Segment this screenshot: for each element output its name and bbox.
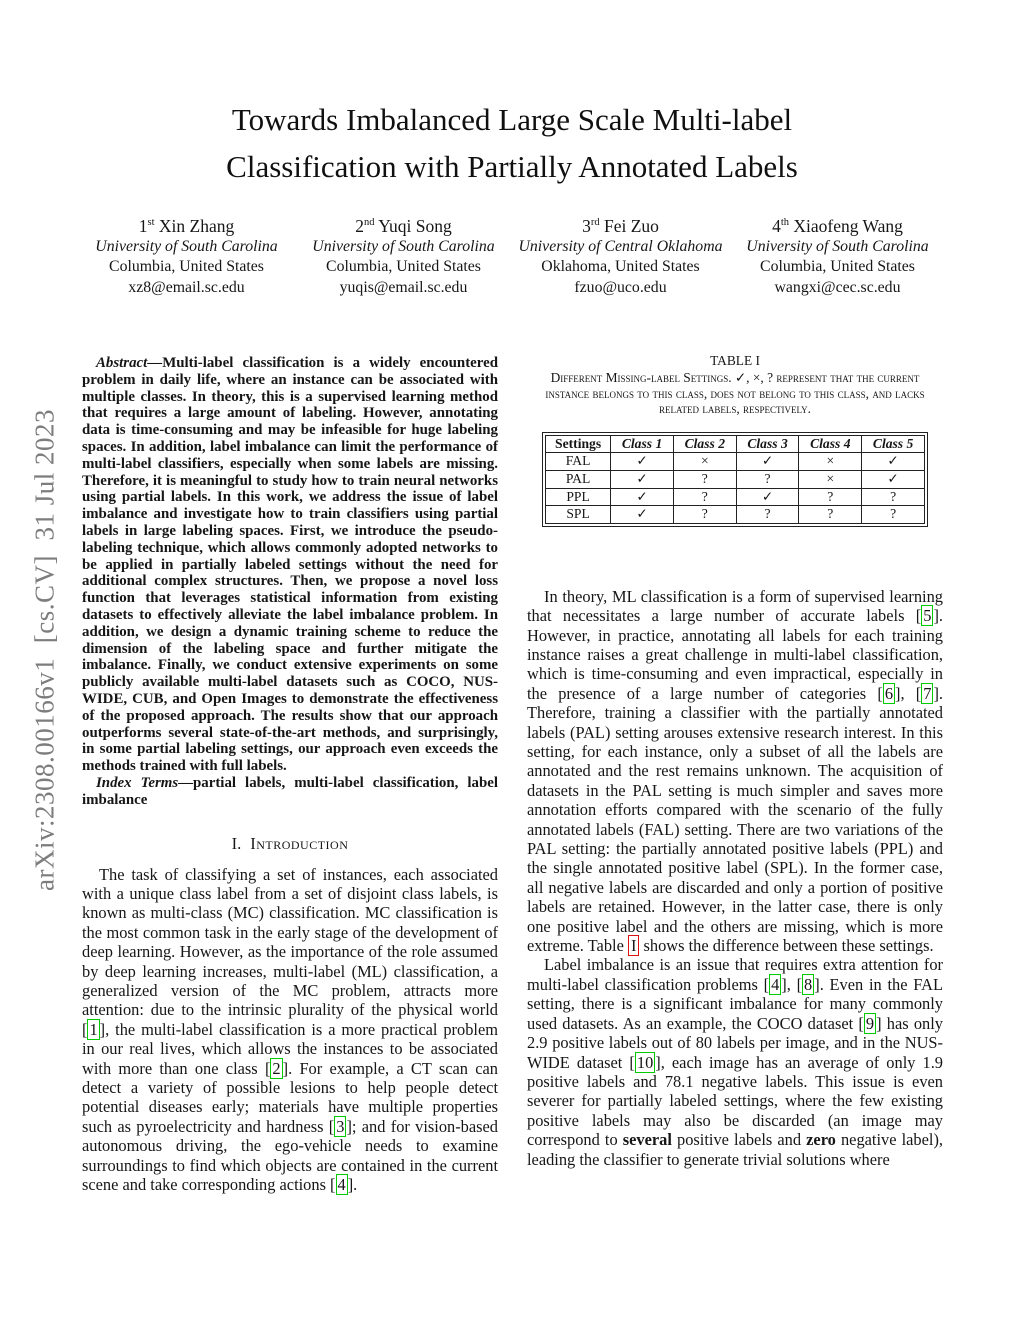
cell: ? (861, 505, 925, 524)
table-1: TABLE I Different Missing-label Settings… (527, 353, 943, 527)
abstract-paragraph: Abstract—Multi-label classification is a… (82, 355, 498, 775)
cell: ? (672, 487, 737, 507)
right-paragraph-1: In theory, ML classification is a form o… (527, 586, 943, 957)
author-email: xz8@email.sc.edu (128, 278, 245, 296)
author-name: 3rd Fei Zuo (582, 215, 659, 236)
cell: ✓ (610, 487, 674, 507)
cell: ? (798, 505, 863, 524)
intro-paragraph: The task of classifying a set of instanc… (82, 864, 498, 1196)
citation-link[interactable]: 3 (334, 1115, 347, 1137)
citation-link[interactable]: 8 (802, 973, 815, 995)
cell: ? (861, 487, 925, 507)
cell: ✓ (861, 469, 925, 489)
cell: ✓ (610, 505, 674, 524)
section-heading-introduction: I. Introduction (82, 834, 498, 854)
citation-link[interactable]: 2 (270, 1057, 283, 1079)
author-location: Columbia, United States (109, 258, 264, 276)
abstract-text: —Multi-label classification is a widely … (82, 355, 498, 775)
cell: × (672, 452, 737, 471)
cell: × (798, 469, 863, 489)
setting-label: SPL (544, 505, 612, 524)
col-header-settings: Settings (544, 434, 612, 454)
left-column: Abstract—Multi-label classification is a… (82, 355, 498, 1196)
arxiv-watermark: arXiv:2308.00166v1 [cs.CV] 31 Jul 2023 (29, 409, 60, 891)
author-name: 2nd Yuqi Song (355, 215, 452, 236)
author-name: 1st Xin Zhang (138, 215, 235, 236)
author-block-3: 3rd Fei Zuo University of Central Oklaho… (512, 212, 729, 298)
cell: ✓ (735, 452, 800, 471)
author-block-1: 1st Xin Zhang University of South Caroli… (78, 212, 295, 298)
table-row-ppl: PPL ✓ ? ✓ ? ? (544, 487, 925, 507)
setting-label: FAL (544, 452, 612, 471)
table-frame: Settings Class 1 Class 2 Class 3 Class 4… (542, 431, 928, 527)
author-location: Columbia, United States (326, 258, 481, 276)
abstract-label: Abstract (96, 355, 148, 371)
citation-link[interactable]: 9 (863, 1012, 877, 1034)
citation-link[interactable]: 4 (335, 1174, 348, 1196)
paper-title-line-1: Towards Imbalanced Large Scale Multi-lab… (231, 102, 793, 137)
cell: ✓ (610, 469, 674, 489)
citation-link[interactable]: 1 (87, 1018, 100, 1040)
author-block-2: 2nd Yuqi Song University of South Caroli… (295, 212, 512, 298)
author-affiliation: University of Central Oklahoma (518, 237, 723, 255)
right-column: TABLE I Different Missing-label Settings… (527, 353, 943, 1169)
citation-link[interactable]: 4 (769, 973, 782, 995)
cell: ✓ (861, 452, 925, 471)
col-header-class2: Class 2 (672, 434, 737, 454)
table-row-spl: SPL ✓ ? ? ? ? (544, 505, 925, 524)
cell: ? (672, 505, 737, 524)
table-row-fal: FAL ✓ × ✓ × ✓ (544, 452, 925, 471)
author-affiliation: University of South Carolina (95, 237, 278, 255)
col-header-class4: Class 4 (798, 434, 863, 454)
author-name: 4th Xiaofeng Wang (772, 215, 903, 236)
cell: ? (735, 469, 800, 489)
index-terms-text: —partial labels, multi-label classificat… (82, 774, 498, 808)
table-row-pal: PAL ✓ ? ? × ✓ (544, 469, 925, 489)
col-header-class3: Class 3 (735, 434, 800, 454)
setting-label: PAL (544, 469, 612, 489)
missing-label-settings-table: Settings Class 1 Class 2 Class 3 Class 4… (544, 434, 925, 524)
author-email: yuqis@email.sc.edu (339, 278, 468, 296)
section-number: I. (231, 833, 242, 853)
index-terms-label: Index Terms (96, 774, 179, 791)
col-header-class5: Class 5 (861, 434, 925, 454)
table-label: TABLE I (710, 353, 760, 368)
cell: ? (735, 505, 800, 524)
cell: ✓ (735, 487, 800, 507)
author-location: Columbia, United States (760, 258, 915, 276)
paper-title-line-2: Classification with Partially Annotated … (226, 149, 798, 184)
author-block-4: 4th Xiaofeng Wang University of South Ca… (729, 212, 946, 298)
author-location: Oklahoma, United States (541, 258, 700, 276)
table-caption: Different Missing-label Settings. ✓, ×, … (545, 370, 925, 417)
cell: ? (798, 487, 863, 507)
author-affiliation: University of South Carolina (746, 237, 929, 255)
index-terms-paragraph: Index Terms—partial labels, multi-label … (82, 775, 498, 809)
table-ref-link[interactable]: I (627, 935, 640, 957)
paper-title: Towards Imbalanced Large Scale Multi-lab… (0, 96, 1024, 190)
table-header-row: Settings Class 1 Class 2 Class 3 Class 4… (544, 434, 925, 454)
cell: ? (672, 469, 737, 489)
citation-link[interactable]: 6 (882, 682, 896, 704)
author-email: fzuo@uco.edu (574, 278, 667, 296)
authors-row: 1st Xin Zhang University of South Caroli… (78, 212, 946, 298)
right-paragraph-2: Label imbalance is an issue that require… (527, 955, 943, 1169)
section-title: Introduction (250, 833, 349, 853)
citation-link[interactable]: 5 (921, 605, 934, 627)
cell: × (798, 452, 863, 471)
author-email: wangxi@cec.sc.edu (774, 278, 901, 296)
citation-link[interactable]: 10 (634, 1051, 656, 1073)
author-affiliation: University of South Carolina (312, 237, 495, 255)
cell: ✓ (610, 452, 674, 471)
col-header-class1: Class 1 (610, 434, 674, 454)
setting-label: PPL (544, 487, 612, 507)
citation-link[interactable]: 7 (921, 682, 934, 704)
